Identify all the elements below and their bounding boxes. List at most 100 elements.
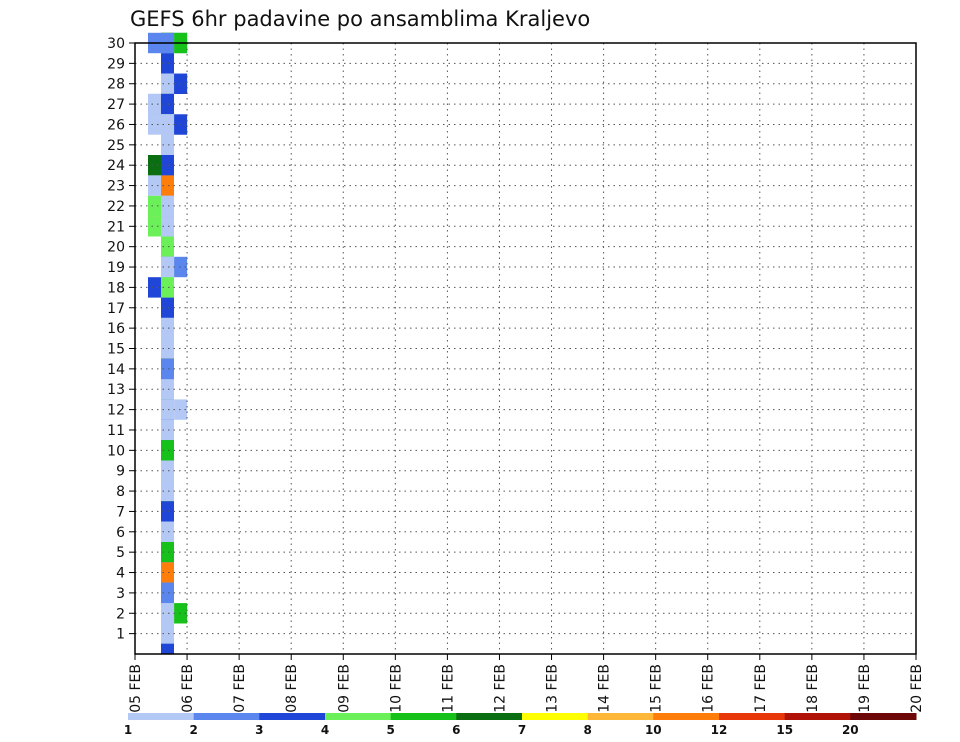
heatmap-cell	[161, 582, 174, 604]
x-tick-label: 08 FEB	[284, 664, 300, 713]
heatmap-cell	[161, 501, 174, 522]
y-tick-label: 1	[116, 627, 125, 643]
x-axis: 05 FEB 06 FEB 07 FEB 08 FEB 09 FEB 10 FEB 11 F…	[128, 654, 925, 713]
heatmap-cell	[148, 155, 161, 176]
heatmap-cell	[161, 521, 174, 542]
color-legend: 1 2 3 4 5 6 7 8 10 12 15 20	[124, 713, 917, 737]
legend-label: 4	[321, 723, 329, 737]
y-tick-label: 8	[116, 484, 125, 500]
y-tick-label: 9	[116, 464, 125, 480]
x-tick-label: 05 FEB	[128, 664, 144, 713]
heatmap-cell	[161, 643, 174, 654]
heatmap-cell	[161, 73, 174, 94]
x-tick-label: 17 FEB	[753, 664, 769, 713]
legend-swatch	[784, 713, 851, 720]
heatmap-cell	[148, 175, 161, 196]
legend-swatch	[719, 713, 786, 720]
legend-swatch	[850, 713, 917, 720]
y-tick-label: 10	[107, 443, 125, 459]
x-tick-label: 07 FEB	[232, 664, 248, 713]
heatmap-cell	[161, 277, 174, 298]
x-tick-label: 10 FEB	[388, 664, 404, 713]
heatmap-cell	[148, 93, 161, 115]
y-tick-label: 4	[116, 566, 125, 582]
legend-label: 5	[387, 723, 395, 737]
heatmap-cell	[174, 399, 188, 420]
heatmap-cell	[161, 134, 174, 155]
legend-swatch	[390, 713, 457, 720]
x-tick-label: 18 FEB	[805, 664, 821, 713]
legend-label: 3	[255, 723, 263, 737]
heatmap-cell	[148, 114, 161, 135]
heatmap-cell	[161, 317, 174, 339]
y-tick-label: 5	[116, 545, 125, 561]
y-tick-label: 30	[107, 36, 125, 52]
heatmap-cell	[161, 562, 174, 583]
heatmap-cell	[161, 338, 174, 359]
y-tick-label: 18	[107, 280, 125, 296]
y-tick-label: 2	[116, 606, 125, 622]
legend-swatch	[587, 713, 654, 720]
heatmap-cell	[161, 114, 174, 135]
legend-label: 12	[711, 723, 728, 737]
legend-label: 15	[776, 723, 793, 737]
legend-swatch	[128, 713, 195, 720]
y-tick-label: 14	[107, 362, 125, 378]
x-tick-label: 06 FEB	[180, 664, 196, 713]
y-tick-label: 13	[107, 382, 125, 398]
chart-title: GEFS 6hr padavine po ansamblima Kraljevo	[130, 7, 590, 31]
legend-label: 1	[124, 723, 132, 737]
y-tick-label: 11	[107, 423, 125, 439]
legend-swatch	[522, 713, 589, 720]
y-axis: 1234567891011121314151617181920212223242…	[107, 36, 135, 643]
heatmap-cell	[161, 460, 174, 481]
grid-lines	[135, 43, 916, 654]
y-tick-label: 27	[107, 97, 125, 113]
heatmap-cell	[148, 216, 161, 237]
legend-label: 20	[842, 723, 859, 737]
heatmap-cell	[161, 236, 174, 257]
heatmap-cell	[161, 155, 174, 176]
x-tick-label: 15 FEB	[649, 664, 665, 713]
legend-label: 7	[518, 723, 526, 737]
y-tick-label: 22	[107, 199, 125, 215]
x-tick-label: 13 FEB	[545, 664, 561, 713]
heatmap-cell	[161, 216, 174, 237]
y-tick-label: 15	[107, 342, 125, 358]
heatmap-cell	[161, 297, 174, 318]
heatmap-cell	[148, 195, 161, 217]
legend-swatch	[456, 713, 523, 720]
x-tick-label: 11 FEB	[440, 664, 456, 713]
legend-swatch	[325, 713, 392, 720]
heatmap-cell	[161, 440, 174, 461]
y-tick-label: 21	[107, 219, 125, 235]
y-tick-label: 29	[107, 56, 125, 72]
x-tick-label: 12 FEB	[492, 664, 508, 713]
y-tick-label: 26	[107, 117, 125, 133]
x-tick-label: 09 FEB	[336, 664, 352, 713]
y-tick-label: 12	[107, 403, 125, 419]
y-tick-label: 6	[116, 525, 125, 541]
y-tick-label: 23	[107, 179, 125, 195]
y-tick-label: 25	[107, 138, 125, 154]
x-tick-label: 14 FEB	[597, 664, 613, 713]
heatmap-cell	[161, 93, 174, 115]
legend-label: 8	[584, 723, 592, 737]
y-tick-label: 3	[116, 586, 125, 602]
y-tick-label: 28	[107, 77, 125, 93]
legend-swatch	[193, 713, 260, 720]
heatmap-cell	[161, 480, 174, 502]
heatmap-cell	[174, 73, 188, 94]
legend-swatch	[259, 713, 326, 720]
heatmap-cell	[161, 53, 174, 74]
y-tick-label: 19	[107, 260, 125, 276]
y-tick-label: 17	[107, 301, 125, 317]
legend-label: 6	[452, 723, 460, 737]
y-tick-label: 16	[107, 321, 125, 337]
heatmap-cell	[161, 195, 174, 217]
y-tick-label: 24	[107, 158, 125, 174]
heatmap-cell	[161, 399, 174, 420]
x-tick-label: 16 FEB	[701, 664, 717, 713]
x-tick-label: 20 FEB	[909, 664, 925, 713]
